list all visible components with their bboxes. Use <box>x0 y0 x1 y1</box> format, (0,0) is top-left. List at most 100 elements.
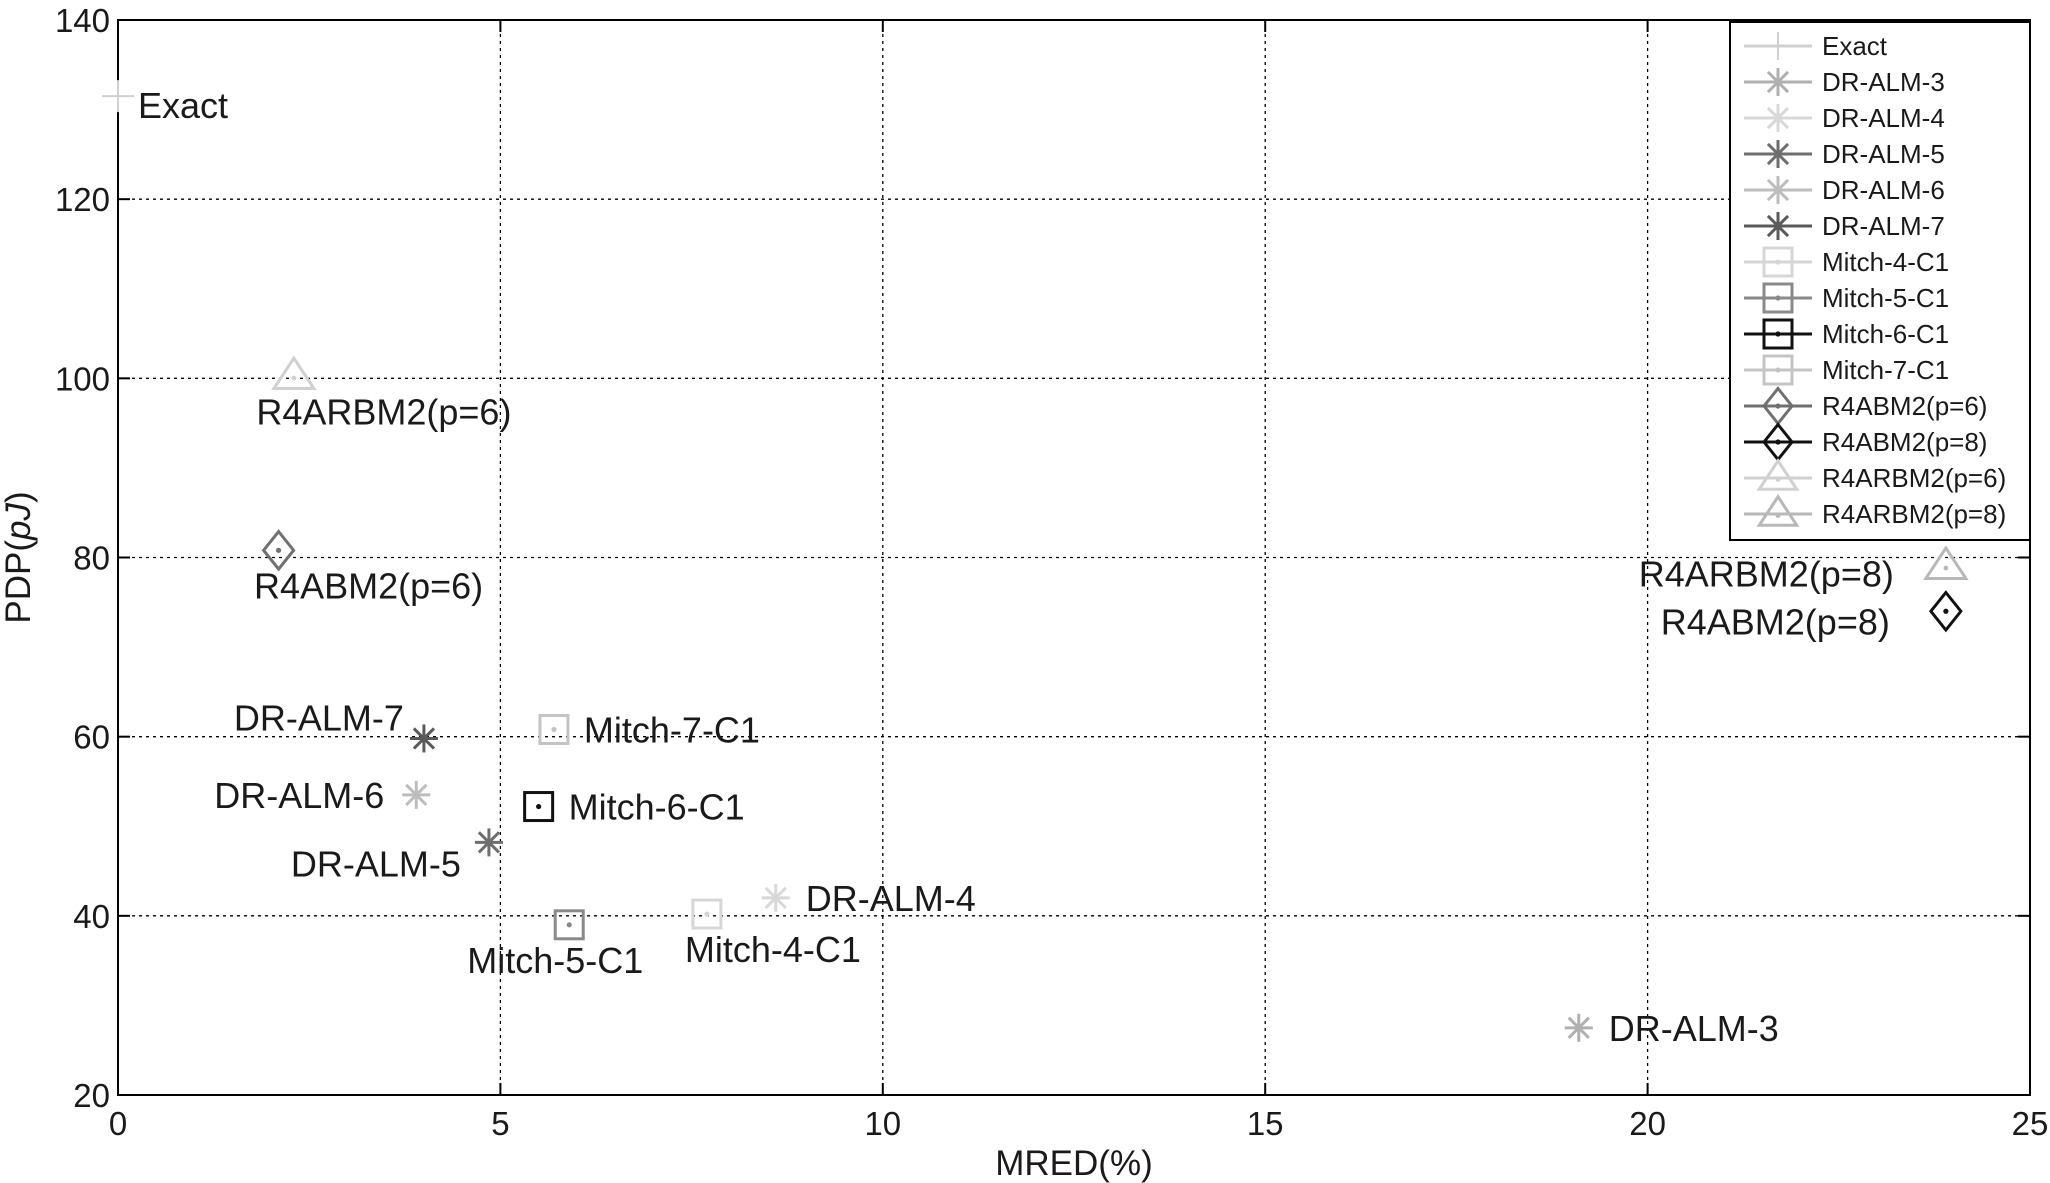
legend-entry-r4abm2-p-6: R4ABM2(p=6) <box>1744 386 1987 426</box>
legend-marker-mitch-7-c1 <box>1762 354 1794 386</box>
point-mitch-4-c1 <box>691 898 723 930</box>
legend-entry-dr-alm-5: DR-ALM-5 <box>1744 139 1945 169</box>
point-label-dr-alm-6: DR-ALM-6 <box>214 775 384 816</box>
legend-entry-dr-alm-4: DR-ALM-4 <box>1744 103 1945 133</box>
marker-center-dot <box>1775 331 1781 337</box>
y-axis-label-suffix: ) <box>0 491 38 503</box>
legend-marker-mitch-5-c1 <box>1762 282 1794 314</box>
point-label-mitch-5-c1: Mitch-5-C1 <box>467 940 643 981</box>
point-r4abm2-p-8 <box>1928 590 1963 633</box>
legend-entry-mitch-5-c1: Mitch-5-C1 <box>1744 282 1949 314</box>
marker-center-dot <box>566 922 572 928</box>
legend-label-dr-alm-3: DR-ALM-3 <box>1822 67 1945 97</box>
legend-marker-dr-alm-6 <box>1764 176 1792 204</box>
point-label-r4arbm2-p-8: R4ARBM2(p=8) <box>1639 553 1894 594</box>
x-tick-label: 10 <box>864 1105 901 1142</box>
marker-center-dot <box>276 547 282 553</box>
legend-entry-dr-alm-3: DR-ALM-3 <box>1744 67 1945 97</box>
y-tick-label: 40 <box>73 898 110 935</box>
marker-center-dot <box>1775 403 1781 409</box>
marker-center-dot <box>1775 439 1781 445</box>
marker-center-dot <box>1775 477 1781 482</box>
point-dr-alm-3 <box>1564 1013 1593 1042</box>
legend-marker-dr-alm-7 <box>1764 212 1792 240</box>
marker-center-dot <box>551 726 557 733</box>
legend: Exact DR-ALM-3 DR-ALM-4 DR-ALM-5 DR-ALM-6 DR-… <box>1729 21 2031 541</box>
legend-marker-mitch-4-c1 <box>1762 246 1794 278</box>
y-tick-label: 20 <box>73 1077 110 1114</box>
point-label-dr-alm-7: DR-ALM-7 <box>234 697 404 738</box>
axes-layer: 0 5 10 15 20 25 20 40 60 80 100 120 140 <box>55 2 2048 1142</box>
legend-entry-mitch-6-c1: Mitch-6-C1 <box>1744 318 1949 350</box>
x-axis-label: MRED(%) <box>995 1144 1152 1183</box>
legend-entry-dr-alm-6: DR-ALM-6 <box>1744 175 1945 205</box>
legend-label-exact: Exact <box>1822 31 1888 61</box>
marker-center-dot <box>1943 565 1949 571</box>
legend-marker-exact <box>1764 32 1792 60</box>
marker-center-dot <box>536 803 542 810</box>
point-dr-alm-5 <box>474 828 503 857</box>
point-r4arbm2-p-8 <box>1923 545 1969 580</box>
marker-center-dot <box>1943 608 1949 614</box>
point-mitch-7-c1 <box>538 714 570 745</box>
legend-label-mitch-6-c1: Mitch-6-C1 <box>1822 319 1949 349</box>
marker-center-dot <box>1775 295 1781 301</box>
point-label-exact: Exact <box>138 85 228 126</box>
point-label-r4abm2-p-6: R4ABM2(p=6) <box>254 565 483 606</box>
legend-label-r4abm2-p-8: R4ABM2(p=8) <box>1822 427 1987 457</box>
y-tick-label: 60 <box>73 719 110 756</box>
legend-marker-dr-alm-4 <box>1764 104 1792 132</box>
legend-entry-exact: Exact <box>1744 31 1888 61</box>
point-label-dr-alm-5: DR-ALM-5 <box>291 843 461 884</box>
y-tick-label: 120 <box>55 181 110 218</box>
legend-entry-r4abm2-p-8: R4ABM2(p=8) <box>1744 422 1987 462</box>
point-label-mitch-7-c1: Mitch-7-C1 <box>584 710 760 751</box>
x-tick-label: 15 <box>1247 1105 1284 1142</box>
x-tick-label: 25 <box>2012 1105 2049 1142</box>
point-label-dr-alm-3: DR-ALM-3 <box>1609 1008 1779 1049</box>
marker-center-dot <box>1775 367 1781 373</box>
legend-label-mitch-7-c1: Mitch-7-C1 <box>1822 355 1949 385</box>
legend-marker-r4arbm2-p-8 <box>1756 494 1800 527</box>
legend-label-dr-alm-7: DR-ALM-7 <box>1822 211 1945 241</box>
point-label-mitch-6-c1: Mitch-6-C1 <box>569 787 745 828</box>
marker-center-dot <box>1775 259 1781 265</box>
point-mitch-6-c1 <box>523 791 555 823</box>
point-label-dr-alm-4: DR-ALM-4 <box>806 878 976 919</box>
point-mitch-5-c1 <box>553 909 585 941</box>
legend-marker-dr-alm-3 <box>1764 68 1792 96</box>
legend-label-r4arbm2-p-8: R4ARBM2(p=8) <box>1822 499 2006 529</box>
legend-entry-mitch-4-c1: Mitch-4-C1 <box>1744 246 1949 278</box>
y-axis-label-unit: pJ <box>0 503 38 541</box>
legend-marker-mitch-6-c1 <box>1762 318 1794 350</box>
legend-entry-mitch-7-c1: Mitch-7-C1 <box>1744 354 1949 386</box>
point-dr-alm-6 <box>402 780 431 809</box>
y-axis-label: PDP(pJ) <box>0 491 38 623</box>
point-dr-alm-4 <box>761 883 790 912</box>
legend-label-r4abm2-p-6: R4ABM2(p=6) <box>1822 391 1987 421</box>
legend-label-dr-alm-4: DR-ALM-4 <box>1822 103 1945 133</box>
marker-center-dot <box>1775 513 1781 518</box>
legend-label-dr-alm-6: DR-ALM-6 <box>1822 175 1945 205</box>
point-dr-alm-7 <box>409 724 438 753</box>
legend-label-r4arbm2-p-6: R4ARBM2(p=6) <box>1822 463 2006 493</box>
legend-marker-dr-alm-5 <box>1764 140 1792 168</box>
legend-label-dr-alm-5: DR-ALM-5 <box>1822 139 1945 169</box>
y-axis-label-prefix: PDP( <box>0 540 38 624</box>
legend-label-mitch-5-c1: Mitch-5-C1 <box>1822 283 1949 313</box>
y-tick-label: 140 <box>55 2 110 39</box>
data-points-layer <box>102 80 1969 1042</box>
y-tick-label: 80 <box>73 540 110 577</box>
y-tick-label: 100 <box>55 360 110 397</box>
point-exact <box>102 80 134 113</box>
point-label-r4abm2-p-8: R4ABM2(p=8) <box>1661 601 1890 642</box>
x-tick-label: 5 <box>491 1105 509 1142</box>
legend-label-mitch-4-c1: Mitch-4-C1 <box>1822 247 1949 277</box>
point-r4arbm2-p-6 <box>271 355 317 391</box>
legend-entry-r4arbm2-p-8: R4ARBM2(p=8) <box>1744 494 2006 529</box>
point-r4abm2-p-6 <box>261 529 296 572</box>
legend-entry-r4arbm2-p-6: R4ARBM2(p=6) <box>1744 458 2006 493</box>
point-labels-layer: Exact DR-ALM-3 DR-ALM-4 DR-ALM-5 DR-ALM-6 DR-… <box>138 85 1894 1049</box>
